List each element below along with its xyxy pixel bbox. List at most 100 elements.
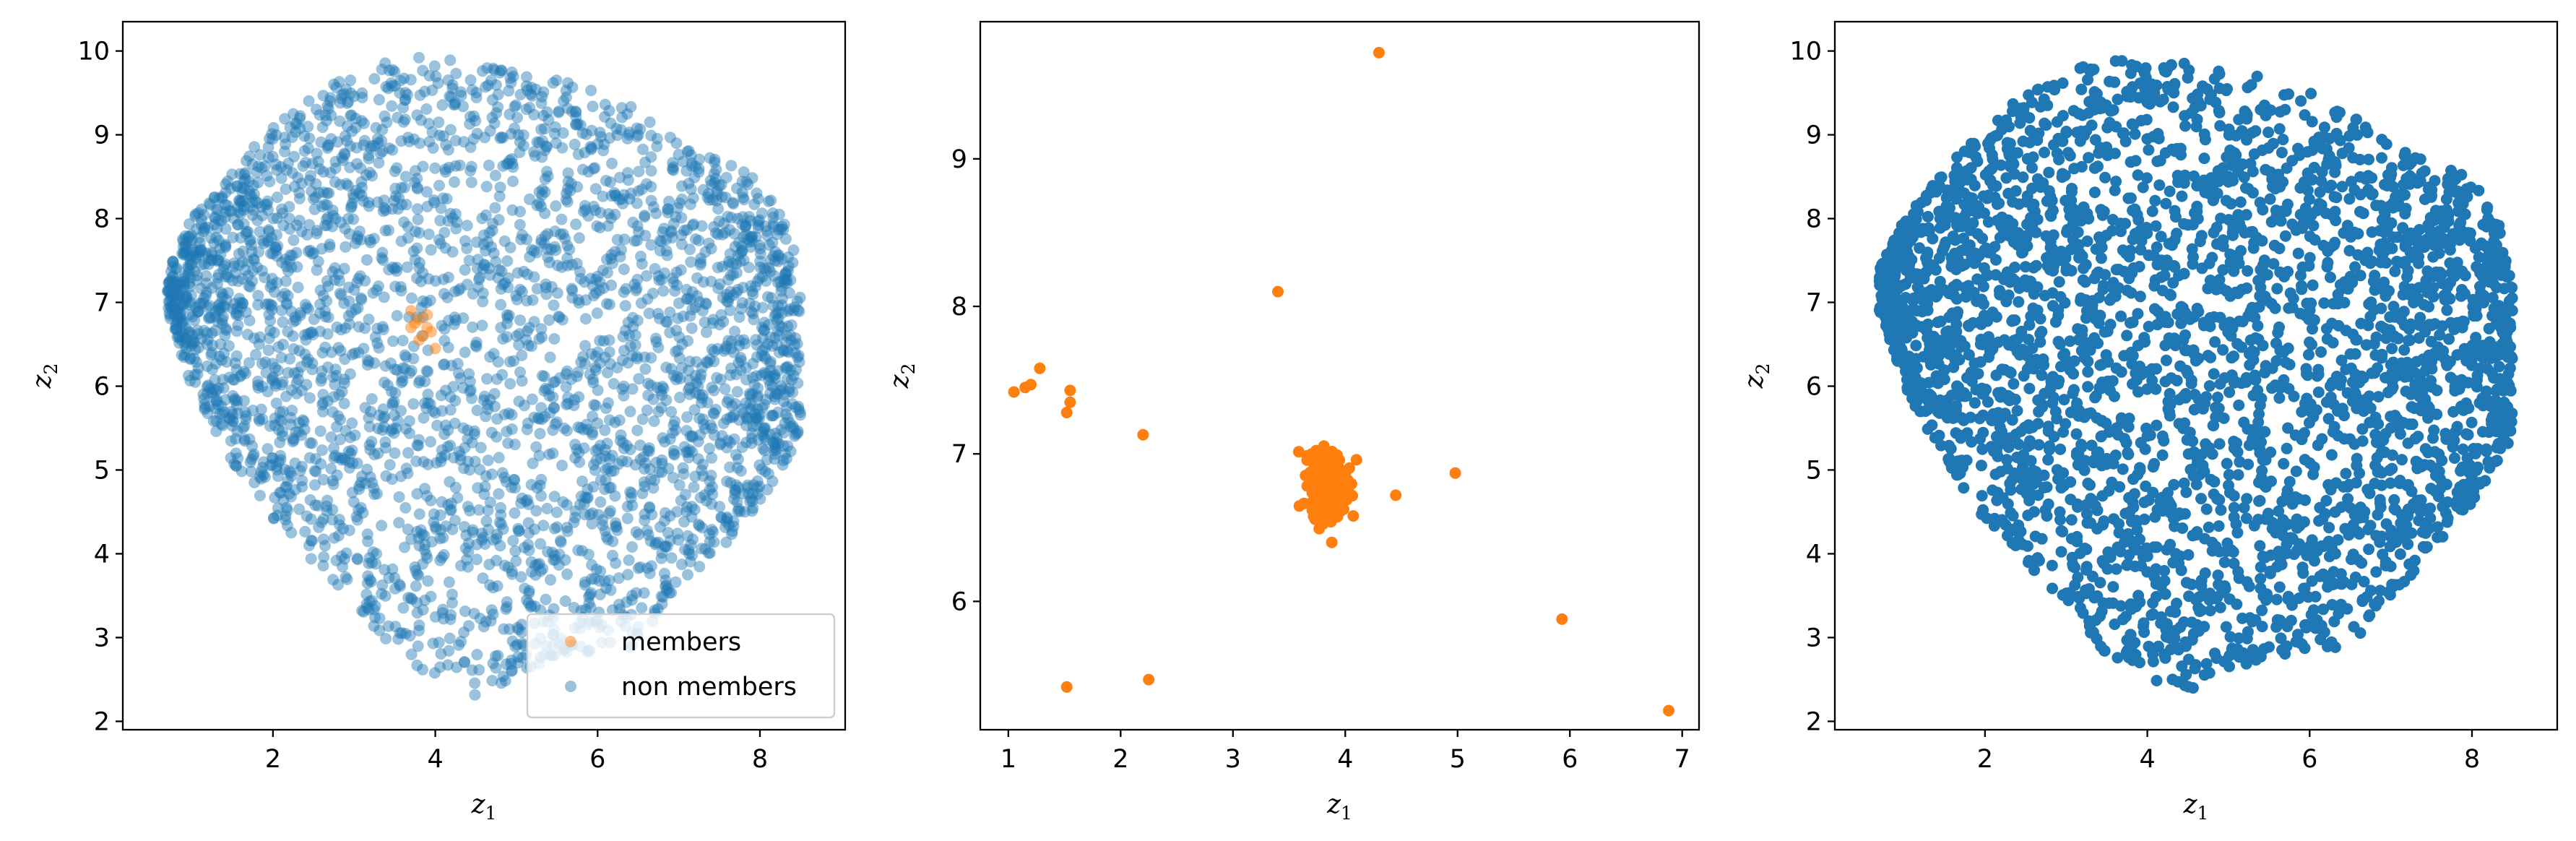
data-point — [350, 142, 363, 154]
data-point — [228, 298, 241, 310]
data-point — [470, 553, 483, 566]
data-point — [778, 273, 790, 285]
data-point — [572, 421, 584, 434]
data-point — [2195, 230, 2208, 242]
data-point — [764, 358, 777, 370]
data-point — [787, 244, 800, 256]
data-point — [397, 335, 409, 347]
data-point — [168, 301, 180, 313]
data-point — [306, 158, 319, 170]
data-point — [320, 115, 332, 126]
data-point — [752, 193, 764, 204]
data-point — [777, 306, 789, 319]
data-point — [283, 212, 295, 225]
data-point — [411, 181, 423, 194]
data-point — [641, 293, 654, 305]
data-point — [319, 199, 331, 210]
data-point — [238, 394, 250, 407]
data-point — [2069, 579, 2081, 591]
data-point — [215, 249, 227, 261]
data-point — [624, 444, 636, 456]
data-point — [724, 436, 736, 449]
y-tick-label: 8 — [951, 293, 967, 322]
data-point — [2080, 508, 2093, 520]
data-point — [721, 475, 733, 488]
data-point — [783, 383, 795, 395]
data-point — [303, 219, 316, 231]
data-point — [379, 360, 392, 372]
data-point — [517, 129, 530, 141]
data-point — [513, 339, 525, 351]
data-point — [491, 413, 503, 425]
data-point — [484, 125, 496, 137]
data-point — [178, 316, 190, 328]
data-point — [1982, 216, 1994, 228]
data-point — [399, 94, 412, 106]
data-point — [529, 523, 540, 535]
data-point — [536, 151, 548, 163]
data-point — [329, 274, 341, 286]
data-point — [240, 410, 252, 422]
data-point — [1390, 489, 1402, 501]
data-point — [292, 281, 304, 293]
data-point — [2471, 381, 2483, 393]
data-point — [1309, 513, 1321, 525]
data-point — [446, 79, 459, 91]
data-point — [496, 131, 508, 143]
data-point — [482, 79, 494, 91]
data-point — [680, 224, 693, 236]
data-point — [745, 306, 758, 318]
data-point — [683, 544, 695, 556]
data-point — [285, 527, 298, 539]
data-point — [380, 632, 392, 644]
data-point — [754, 248, 766, 260]
data-point — [264, 324, 276, 337]
data-point — [603, 482, 615, 494]
data-point — [294, 309, 306, 322]
data-point — [185, 289, 197, 301]
data-point — [535, 233, 548, 246]
data-point — [758, 423, 770, 435]
data-point — [610, 123, 623, 134]
data-point — [434, 532, 446, 545]
data-point — [188, 336, 200, 348]
data-point — [209, 374, 221, 386]
data-point — [639, 211, 651, 223]
data-point — [708, 408, 720, 420]
data-point — [204, 383, 217, 394]
data-point — [379, 225, 392, 237]
data-point — [277, 316, 289, 328]
data-point — [368, 357, 381, 369]
data-point — [266, 459, 278, 471]
data-point — [177, 272, 189, 285]
data-point — [386, 144, 399, 156]
data-point — [693, 519, 706, 532]
x-tick-label: 4 — [427, 745, 443, 774]
data-point — [785, 319, 798, 331]
data-point — [614, 171, 626, 184]
data-point — [220, 240, 232, 252]
data-point — [1350, 454, 1362, 466]
data-point — [618, 286, 630, 298]
data-point — [2402, 538, 2414, 551]
data-point — [2362, 523, 2374, 535]
data-point — [2292, 247, 2304, 259]
data-point — [779, 389, 791, 401]
data-point — [189, 246, 200, 259]
data-point — [602, 220, 614, 232]
data-point — [417, 558, 429, 570]
data-point — [507, 70, 519, 82]
data-point — [712, 283, 725, 294]
x-tick-label: 1 — [1000, 745, 1016, 774]
data-point — [736, 186, 748, 199]
data-point — [327, 442, 340, 454]
data-point — [231, 302, 243, 314]
data-point — [587, 376, 600, 389]
data-point — [288, 150, 301, 163]
data-point — [437, 130, 449, 142]
data-point — [241, 155, 252, 167]
data-point — [252, 379, 264, 392]
data-point — [2023, 333, 2035, 345]
data-point — [609, 246, 621, 258]
data-point — [432, 77, 444, 90]
